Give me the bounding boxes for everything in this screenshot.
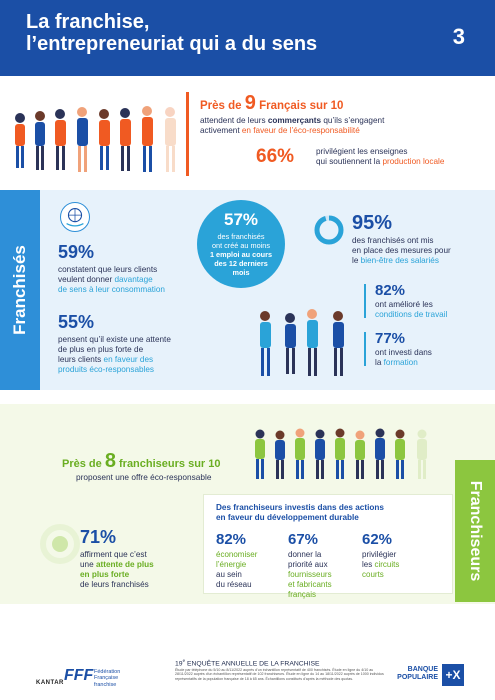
franchisors-section: Franchiseurs Près de 8 franchiseurs sur … [0, 404, 495, 604]
stat-95-value: 95% [352, 212, 393, 234]
franchises-section: Franchisés 59% constatent que leurs clie… [0, 190, 495, 390]
stat-62-column: 62% privilégier les circuits courts [362, 531, 400, 579]
stat-82-value: 82% [375, 282, 406, 299]
stat-55-value: 55% [58, 312, 95, 332]
stat-95-text: des franchisés ont mis en place des mesu… [352, 236, 451, 265]
page-header: La franchise, l’entrepreneuriat qui a du… [0, 0, 495, 76]
stat-82-column: 82% économiser l’énergie au sein du rése… [216, 531, 258, 589]
decorative-circle [40, 524, 80, 564]
franchisors-tab: Franchiseurs [455, 460, 495, 602]
stat-82-text: ont amélioré les conditions de travail [375, 300, 448, 319]
methodology-note: Étude par téléphone du 5/10 au 8/11/2022… [175, 668, 384, 681]
accent-bar [186, 92, 189, 176]
stat-59-text: constatent que leurs clients veulent don… [58, 265, 165, 294]
stat-57-circle: 57% des franchisés ont créé au moins 1 e… [197, 200, 285, 288]
person-icon [15, 113, 25, 168]
franchisors-crowd-illustration [255, 428, 427, 479]
stat-71-value: 71% [80, 527, 117, 547]
accent-bar [364, 332, 366, 366]
stat-57-text: des franchisés ont créé au moins 1 emplo… [209, 232, 273, 277]
stat-57-value: 57% [223, 210, 259, 229]
franchises-tab: Franchisés [0, 190, 40, 390]
box-title: Des franchiseurs investis dans des actio… [216, 503, 384, 522]
kantar-logo: KANTAR [36, 680, 64, 686]
stat-67-column: 67% donner la priorité aux fournisseurs … [288, 531, 332, 599]
team-illustration [260, 309, 344, 376]
accent-bar [364, 284, 366, 318]
globe-hand-icon [60, 202, 90, 232]
stat-55-text: pensent qu’il existe une attente de plus… [58, 335, 171, 374]
consumers-headline: Près de 9 Français sur 10 [200, 92, 344, 114]
stat-77-text: ont investi dans la formation [375, 348, 432, 367]
franchisors-headline: Près de 8 franchiseurs sur 10 [62, 450, 221, 472]
page-title: La franchise, l’entrepreneuriat qui a du… [26, 11, 318, 55]
stat-66-text: privilégient les enseignes qui soutienne… [316, 147, 445, 166]
survey-title: 19e ENQUÊTE ANNUELLE DE LA FRANCHISE [175, 658, 320, 668]
stat-77-value: 77% [375, 330, 406, 347]
stat-66-value: 66% [256, 146, 295, 167]
consumers-description: attendent de leurs commerçants qu’ils s’… [200, 116, 385, 135]
consumers-stats-box: Près de 9 Français sur 10 attendent de l… [186, 86, 474, 181]
page-number: 3 [452, 24, 465, 49]
franchisors-subline: proposent une offre éco-responsable [76, 472, 212, 482]
stat-71-text: affirment que c’est une attente de plus … [80, 550, 154, 589]
stat-59-value: 59% [58, 242, 95, 262]
fff-logo: FFF Fédération Française franchise [64, 667, 121, 688]
sustainability-actions-box: Des franchiseurs investis dans des actio… [203, 494, 453, 599]
banque-populaire-logo: BANQUE POPULAIRE +X [390, 664, 490, 694]
consumers-crowd-illustration [15, 106, 176, 172]
progress-ring-95 [314, 215, 344, 245]
